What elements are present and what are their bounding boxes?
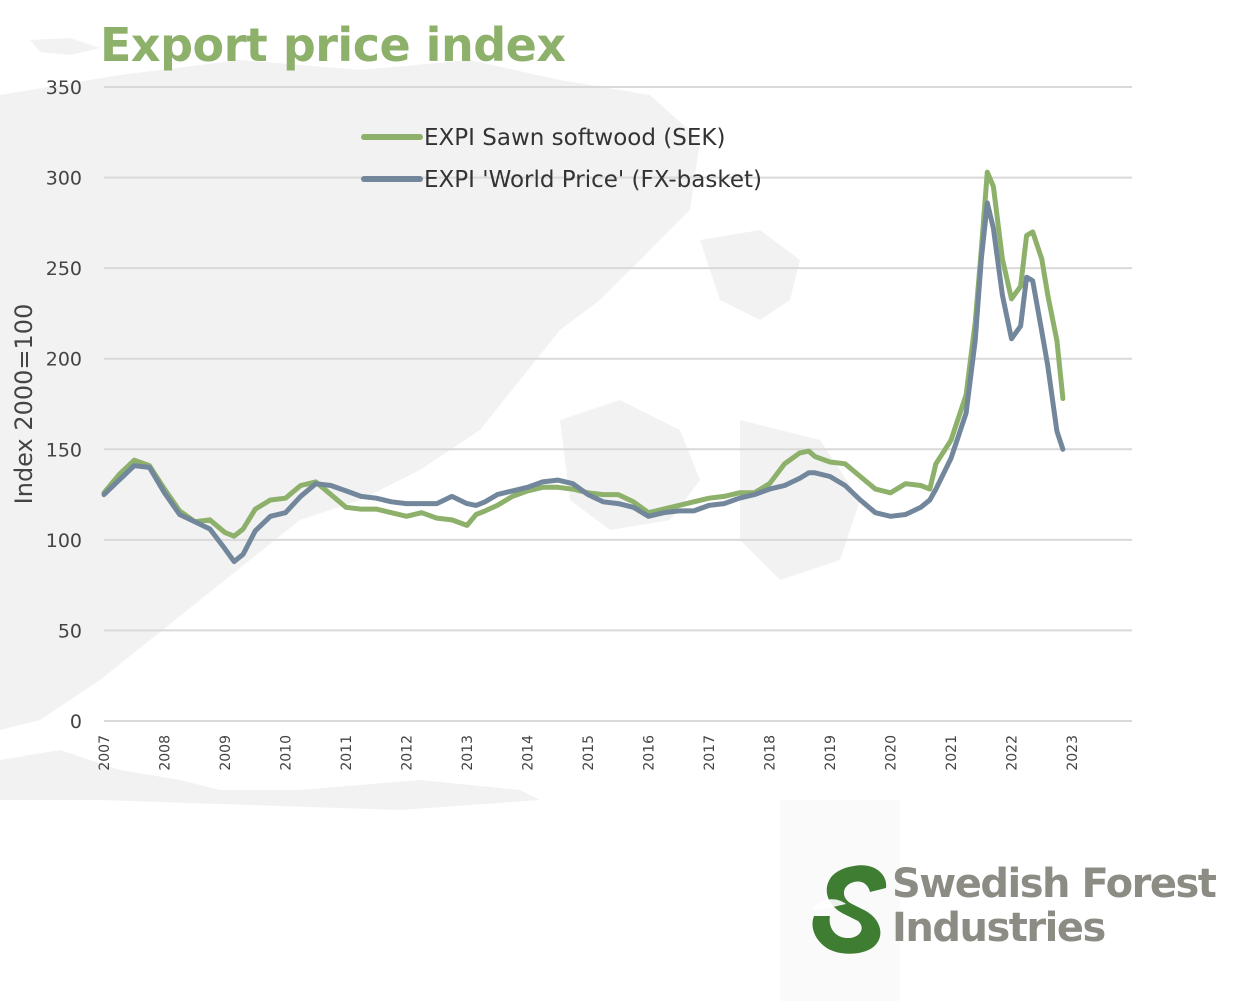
x-tick-label: 2012 — [400, 735, 416, 771]
y-axis-ticks: 0 50 100 150 200 250 300 350 — [46, 77, 82, 733]
x-tick-label: 2010 — [279, 735, 295, 771]
y-tick-label: 100 — [46, 530, 82, 552]
y-axis-label: Index 2000=100 — [10, 304, 38, 505]
x-tick-label: 2018 — [763, 735, 779, 771]
y-tick-label: 300 — [46, 168, 82, 190]
x-axis-ticks: 2007 2008 2009 2010 2011 2012 2013 2014 2015 2016… — [97, 735, 1081, 771]
y-tick-label: 200 — [46, 349, 82, 371]
y-tick-label: 150 — [46, 439, 82, 461]
legend: EXPI Sawn softwood (SEK) EXPI 'World Pri… — [361, 125, 762, 193]
x-tick-label: 2015 — [581, 735, 597, 771]
x-tick-label: 2017 — [702, 735, 718, 771]
x-tick-label: 2008 — [158, 735, 174, 771]
y-tick-label: 50 — [58, 620, 82, 642]
logo-wordmark: Swedish Forest Industries — [892, 861, 1217, 951]
x-tick-label: 2013 — [460, 735, 476, 771]
x-tick-label: 2011 — [339, 735, 355, 771]
x-tick-label: 2020 — [884, 735, 900, 771]
x-tick-label: 2019 — [823, 735, 839, 771]
series-lines — [101, 169, 1066, 565]
series-line-world-price — [101, 200, 1066, 565]
y-tick-label: 350 — [46, 77, 82, 99]
gridlines — [104, 86, 1132, 722]
logo-line-1: Swedish Forest — [892, 861, 1217, 907]
x-tick-label: 2023 — [1065, 735, 1081, 771]
x-tick-label: 2007 — [97, 735, 113, 771]
legend-label-world: EXPI 'World Price' (FX-basket) — [424, 167, 762, 193]
y-tick-label: 250 — [46, 258, 82, 280]
series-line-sawn-softwood — [101, 169, 1066, 539]
logo-line-2: Industries — [892, 905, 1106, 951]
x-tick-label: 2009 — [218, 735, 234, 771]
x-tick-label: 2016 — [642, 735, 658, 771]
x-tick-label: 2014 — [521, 735, 537, 771]
chart-title: Export price index — [100, 18, 566, 72]
x-tick-label: 2021 — [944, 735, 960, 771]
legend-label-sawn: EXPI Sawn softwood (SEK) — [424, 125, 725, 151]
swedish-forest-s-leaf-icon — [812, 865, 887, 954]
y-tick-label: 0 — [70, 711, 82, 733]
x-tick-label: 2022 — [1005, 735, 1021, 771]
